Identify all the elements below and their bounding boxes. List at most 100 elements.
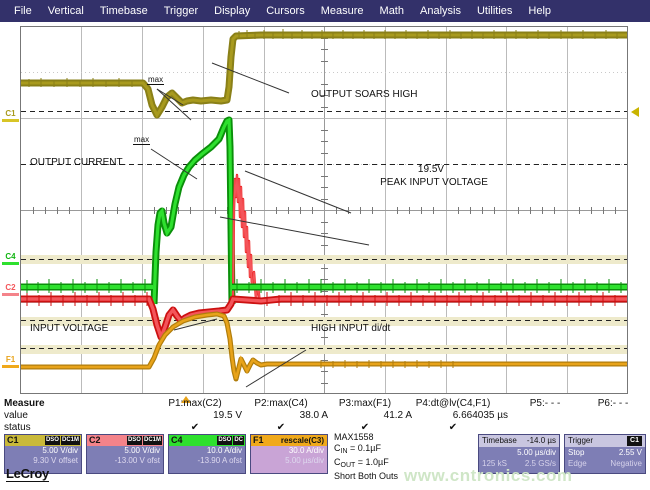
measure-value-row: value 19.5 V 38.0 A 41.2 A 6.664035 µs: [0, 410, 650, 421]
measure-p2-status-check-icon: ✔: [276, 422, 286, 433]
annotation-max-lower: max: [133, 135, 151, 145]
measure-p4-value: 6.664035 µs: [452, 410, 508, 421]
descriptor-c2-offset: -13.00 V ofst: [114, 456, 160, 465]
menu-bar: File Vertical Timebase Trigger Display C…: [0, 0, 650, 22]
channel-marker-c4-bar: [2, 262, 19, 265]
descriptor-c1-header: C1 DSO DC1M: [5, 435, 81, 446]
annotation-leader-lines: [150, 62, 370, 388]
annotation-input-voltage: INPUT VOLTAGE: [30, 323, 109, 334]
channel-marker-c1-bar: [2, 119, 19, 122]
descriptor-c4-chip-coupling: DC: [233, 436, 244, 445]
annotation-peak-input-voltage-label: PEAK INPUT VOLTAGE: [380, 177, 488, 188]
measure-p1-status-check-icon: ✔: [190, 422, 200, 433]
menu-item-vertical[interactable]: Vertical: [47, 4, 84, 17]
descriptor-f1-source: rescale(C3): [280, 436, 324, 445]
trigger-type-row: Edge Negative: [565, 458, 645, 469]
measure-p3-header[interactable]: P3:max(F1): [338, 398, 392, 409]
channel-marker-c1[interactable]: C1: [2, 110, 19, 122]
measure-p5-header[interactable]: P5:- - -: [529, 398, 561, 409]
trigger-header: Trigger C1: [565, 435, 645, 447]
annotation-max-upper: max: [147, 75, 165, 85]
trace-c2-input-voltage: [21, 292, 627, 342]
measure-title: Measure: [4, 398, 45, 409]
measure-p4-header[interactable]: P4:dt@lv(C4,F1): [415, 398, 491, 409]
part-info-cin-subscript: IN: [340, 448, 348, 455]
menu-item-help[interactable]: Help: [528, 4, 552, 17]
measure-p4-status-check-icon: ✔: [448, 422, 458, 433]
descriptor-c4-scale: 10.0 A/div: [206, 446, 242, 455]
measure-status-row: status ✔ ✔ ✔ ✔: [0, 422, 650, 433]
descriptor-f1-timebase: 5.00 µs/div: [285, 456, 324, 465]
descriptor-f1-header: F1 rescale(C3): [251, 435, 327, 446]
timebase-acquisition: 125 kS 2.5 GS/s: [479, 458, 559, 469]
waveform-grid[interactable]: OUTPUT SOARS HIGH OUTPUT CURRENT 19.5V P…: [20, 26, 628, 394]
menu-item-display[interactable]: Display: [214, 4, 251, 17]
cursor-level-c4-offset[interactable]: [21, 259, 627, 260]
cursor-level-upper[interactable]: [21, 111, 627, 112]
timebase-title: Timebase: [482, 436, 517, 445]
channel-marker-f1[interactable]: F1: [2, 356, 19, 368]
menu-item-measure[interactable]: Measure: [320, 4, 364, 17]
descriptor-c2-chips: DSO DC1M: [126, 436, 163, 445]
trigger-type: Edge: [568, 459, 587, 468]
part-info-cout-value: = 1.0µF: [355, 457, 389, 467]
menu-item-trigger[interactable]: Trigger: [163, 4, 199, 17]
descriptor-c2-chip-coupling: DC1M: [142, 436, 162, 445]
channel-marker-c4-label: C4: [5, 252, 16, 261]
measure-p2-value: 38.0 A: [299, 410, 328, 421]
cursor-level-c1-offset[interactable]: [21, 164, 627, 165]
part-info-cout-prefix: C: [334, 457, 341, 467]
cursor-level-c2-offset[interactable]: [21, 320, 627, 321]
menu-item-file[interactable]: File: [14, 4, 32, 17]
menu-item-analysis[interactable]: Analysis: [420, 4, 461, 17]
part-info-cin: CIN = 0.1µF: [334, 443, 398, 457]
trigger-box[interactable]: Trigger C1 Stop 2.55 V Edge Negative: [564, 434, 646, 474]
menu-item-cursors[interactable]: Cursors: [266, 4, 305, 17]
trigger-source-badge: C1: [627, 436, 642, 446]
timebase-box[interactable]: Timebase -14.0 µs 5.00 µs/div 125 kS 2.5…: [478, 434, 560, 474]
channel-marker-c4[interactable]: C4: [2, 253, 19, 265]
channel-marker-c1-label: C1: [5, 109, 16, 118]
cursor-level-f1-offset[interactable]: [21, 348, 627, 349]
annotation-output-soars-high: OUTPUT SOARS HIGH: [311, 89, 418, 100]
menu-item-timebase[interactable]: Timebase: [99, 4, 148, 17]
descriptor-c2-scale: 5.00 V/div: [124, 446, 160, 455]
waveform-traces: [21, 29, 627, 388]
menu-item-utilities[interactable]: Utilities: [476, 4, 513, 17]
grid-center-ticks-vertical: [321, 27, 328, 393]
timebase-header: Timebase -14.0 µs: [479, 435, 559, 447]
trace-f1-input-didt: [21, 311, 627, 382]
measure-p3-status-check-icon: ✔: [360, 422, 370, 433]
descriptor-c1-offset: 9.30 V offset: [33, 456, 78, 465]
trigger-mode: Stop: [568, 448, 585, 457]
measure-p2-header[interactable]: P2:max(C4): [254, 398, 308, 409]
trigger-position-marker-icon[interactable]: [181, 396, 191, 403]
measure-header-row: Measure P1:max(C2) P2:max(C4) P3:max(F1)…: [0, 398, 650, 409]
watermark: www.cntronics.com: [404, 466, 573, 485]
part-info-cout-subscript: OUT: [340, 462, 356, 469]
menu-item-math[interactable]: Math: [379, 4, 404, 17]
channel-marker-c2[interactable]: C2: [2, 284, 19, 296]
descriptor-c1[interactable]: C1 DSO DC1M 5.00 V/div 9.30 V offset: [4, 434, 82, 474]
trace-c1-output-voltage: [21, 29, 627, 119]
part-info-cout: COUT = 1.0µF: [334, 457, 398, 471]
timebase-delay: -14.0 µs: [526, 436, 556, 445]
descriptor-c2[interactable]: C2 DSO DC1M 5.00 V/div -13.00 V ofst: [86, 434, 164, 474]
measure-p3-value: 41.2 A: [383, 410, 412, 421]
descriptor-f1[interactable]: F1 rescale(C3) 30.0 A/div 5.00 µs/div: [250, 434, 328, 474]
descriptor-f1-id: F1: [253, 435, 264, 445]
descriptor-c4-header: C4 DSO DC: [169, 435, 245, 446]
c1-offset-arrow-icon[interactable]: [631, 107, 639, 117]
trigger-state-row: Stop 2.55 V: [565, 447, 645, 458]
measure-p6-header[interactable]: P6:- - -: [597, 398, 629, 409]
trigger-level: 2.55 V: [618, 448, 642, 457]
annotation-output-current: OUTPUT CURRENT: [30, 157, 123, 168]
part-info: MAX1558 CIN = 0.1µF COUT = 1.0µF Short B…: [334, 432, 398, 482]
descriptor-c4[interactable]: C4 DSO DC 10.0 A/div -13.90 A ofst: [168, 434, 246, 474]
measure-p1-header[interactable]: P1:max(C2): [168, 398, 222, 409]
timebase-sample-rate: 2.5 GS/s: [524, 459, 556, 468]
descriptor-c4-offset: -13.90 A ofst: [197, 456, 242, 465]
part-info-cin-prefix: C: [334, 443, 341, 453]
trigger-title: Trigger: [568, 436, 594, 445]
